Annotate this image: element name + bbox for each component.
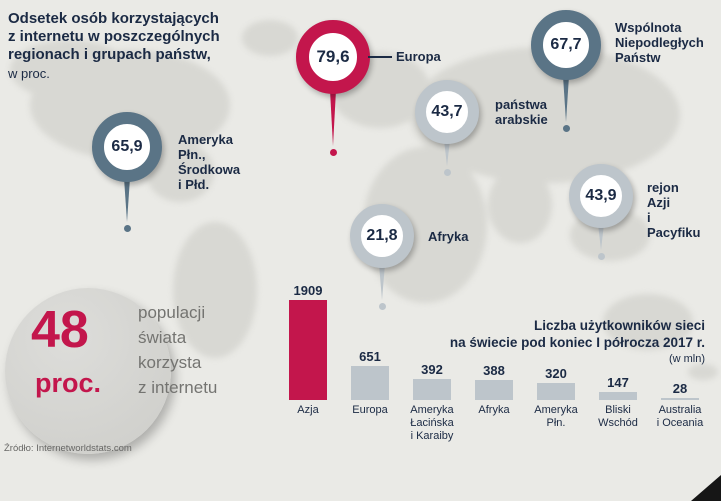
bar-column: 1909 Azja bbox=[277, 276, 339, 443]
pin-circle: 65,9 bbox=[92, 112, 162, 182]
bar-value-label: 1909 bbox=[293, 283, 323, 298]
pin-tail bbox=[444, 140, 450, 166]
pin-circle: 67,7 bbox=[531, 10, 601, 80]
pin-tail bbox=[379, 264, 385, 300]
pin-circle: 43,9 bbox=[569, 164, 633, 228]
bar bbox=[537, 383, 575, 400]
bar-category-label: Australia i Oceania bbox=[656, 404, 704, 429]
bar-value-label: 147 bbox=[607, 375, 629, 390]
bar-column: 392 Ameryka Łacińska i Karaiby bbox=[401, 276, 463, 443]
pin-label: rejon Azji i Pacyfiku bbox=[647, 180, 701, 240]
bar-chart: 1909 Azja 651 Europa 392 Ameryka Łacińska i K… bbox=[277, 276, 711, 443]
bar bbox=[413, 379, 451, 400]
bar bbox=[289, 300, 327, 400]
pin-label: Afryka bbox=[428, 229, 469, 244]
stat-unit: proc. bbox=[35, 368, 102, 398]
bar-column: 651 Europa bbox=[339, 276, 401, 443]
chart-title: Liczba użytkowników sieci na świecie pod… bbox=[449, 318, 705, 350]
pin-tail-dot bbox=[124, 225, 131, 232]
page-title: Odsetek osób korzystających z internetu … bbox=[8, 10, 220, 81]
bar-category-label: Ameryka Płn. bbox=[534, 404, 578, 429]
pin-tail bbox=[124, 178, 130, 222]
pin-label: Wspólnota Niepodległych Państw bbox=[615, 20, 704, 65]
pin-value: 43,9 bbox=[585, 187, 617, 204]
stat-description: populacji świata korzysta z internetu bbox=[138, 303, 218, 397]
bar-value-label: 320 bbox=[545, 366, 567, 381]
bar-category-label: Bliski Wschód bbox=[598, 404, 638, 429]
pin-label: państwa arabskie bbox=[495, 97, 548, 127]
pin-tail-dot bbox=[444, 169, 451, 176]
pin-value: 65,9 bbox=[111, 138, 143, 155]
pin-tail-dot bbox=[563, 125, 570, 132]
pin-circle: 79,6 bbox=[296, 20, 370, 94]
chart-unit-note: (w mln) bbox=[668, 353, 705, 365]
pin-connector-line bbox=[368, 56, 392, 58]
bar-category-label: Afryka bbox=[478, 404, 510, 416]
bar-value-label: 651 bbox=[359, 349, 381, 364]
pin-tail-dot bbox=[330, 149, 337, 156]
bar-value-label: 392 bbox=[421, 362, 443, 377]
bar-column: 320 Ameryka Płn. bbox=[525, 276, 587, 443]
bar bbox=[599, 392, 637, 400]
pin-value: 43,7 bbox=[431, 103, 463, 120]
pin-tail-dot bbox=[598, 253, 605, 260]
pin-tail bbox=[330, 90, 336, 146]
pin-tail bbox=[598, 224, 604, 250]
source-note: Źródło: Internetworldstats.com bbox=[4, 443, 132, 454]
page-title-text: Odsetek osób korzystających z internetu … bbox=[8, 10, 220, 63]
bar-category-label: Azja bbox=[297, 404, 319, 416]
stat-number: 48 bbox=[31, 301, 89, 359]
bar bbox=[661, 398, 699, 400]
pin-value: 67,7 bbox=[550, 36, 582, 53]
bar-value-label: 28 bbox=[672, 381, 688, 396]
bar-column: 28 Australia i Oceania bbox=[649, 276, 711, 443]
pin-label: Europa bbox=[396, 49, 441, 64]
pin-circle: 21,8 bbox=[350, 204, 414, 268]
pin-tail bbox=[563, 76, 569, 122]
pin-value: 79,6 bbox=[316, 47, 350, 66]
bar-column: 147 Bliski Wschód bbox=[587, 276, 649, 443]
pin-value: 21,8 bbox=[366, 227, 398, 244]
page-title-unit: w proc. bbox=[8, 66, 50, 81]
bar-column: 388 Afryka bbox=[463, 276, 525, 443]
stat-circle: 48 proc. bbox=[5, 288, 171, 454]
pin-circle: 43,7 bbox=[415, 80, 479, 144]
bar-category-label: Europa bbox=[352, 404, 388, 416]
chart-title-block: Liczba użytkowników sieci na świecie pod… bbox=[360, 317, 705, 365]
bar-value-label: 388 bbox=[483, 363, 505, 378]
bar bbox=[475, 380, 513, 400]
pin-tail-dot bbox=[379, 303, 386, 310]
bar bbox=[351, 366, 389, 400]
bar-category-label: Ameryka Łacińska i Karaiby bbox=[410, 404, 454, 442]
pin-label: Ameryka Płn., Środkowa i Płd. bbox=[178, 132, 241, 192]
